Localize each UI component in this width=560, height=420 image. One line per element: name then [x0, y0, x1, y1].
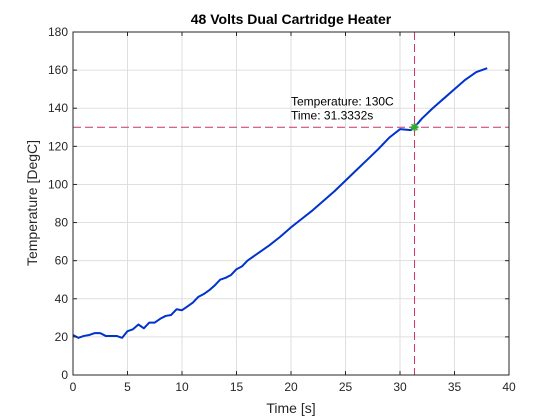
x-tick-label-2: 10	[175, 380, 189, 394]
y-tick-label-4: 80	[55, 216, 69, 230]
y-tick-label-6: 120	[48, 139, 68, 153]
y-tick-label-9: 180	[48, 25, 68, 39]
x-tick-label-7: 35	[448, 380, 462, 394]
y-tick-label-7: 140	[48, 101, 68, 115]
y-tick-label-2: 40	[55, 292, 69, 306]
x-tick-label-4: 20	[284, 380, 298, 394]
x-tick-label-0: 0	[70, 380, 77, 394]
x-tick-label-3: 15	[230, 380, 244, 394]
annotation-marker-0	[410, 123, 419, 132]
y-tick-label-8: 160	[48, 63, 68, 77]
annotation-marker-d2	[411, 123, 419, 131]
annotation-line2-0: Time: 31.3332s	[291, 108, 373, 122]
x-tick-label-8: 40	[502, 380, 516, 394]
annotation-crosshair	[73, 32, 509, 375]
x-tick-label-6: 30	[393, 380, 407, 394]
axis-ticks: 0 5 10 15 20 25 30 35 40 0 20 40 60 80 100 120 140 160 180	[48, 25, 516, 394]
y-tick-label-0: 0	[61, 368, 68, 382]
y-tick-label-3: 60	[55, 254, 69, 268]
annotation-line1-0: Temperature: 130C	[291, 94, 394, 108]
series-line-0	[72, 67, 488, 339]
x-tick-label-5: 25	[339, 380, 353, 394]
chart-title: 48 Volts Dual Cartridge Heater	[191, 11, 392, 27]
series-layer	[72, 67, 488, 339]
y-tick-label-1: 20	[55, 330, 69, 344]
y-tick-label-5: 100	[48, 177, 68, 191]
x-axis-label: Time [s]	[266, 400, 315, 416]
grid-lines	[73, 32, 509, 375]
x-tick-label-1: 5	[124, 380, 131, 394]
y-axis-label: Temperature [DegC]	[24, 140, 40, 266]
